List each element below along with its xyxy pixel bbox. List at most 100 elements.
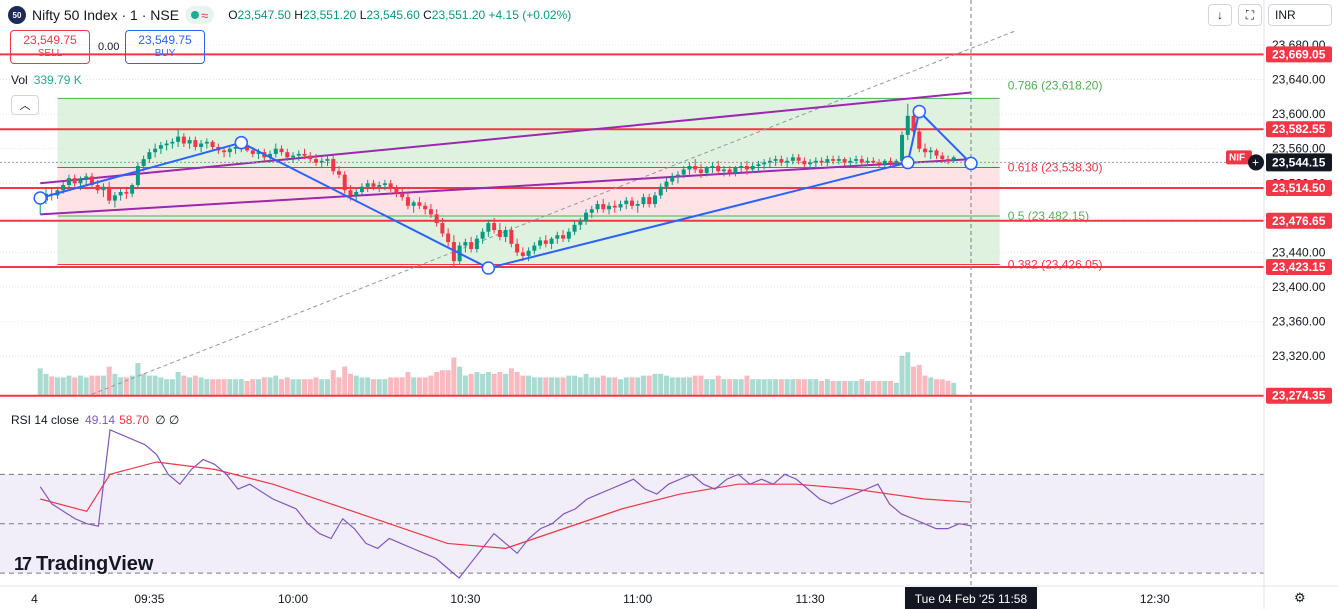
candle-body: [877, 162, 882, 165]
channel-line: [40, 91, 972, 185]
candle-body: [199, 143, 204, 147]
volume-bar: [370, 379, 376, 396]
current-price-tag: [1266, 153, 1332, 172]
level-tag: [1266, 180, 1332, 197]
time-tick-label: 11:00: [623, 592, 652, 606]
candle-body: [314, 159, 318, 163]
volume-bar: [842, 381, 848, 396]
candle-body: [227, 148, 232, 153]
buy-button[interactable]: 23,549.75 BUY: [125, 30, 205, 64]
volume-bar: [37, 368, 43, 396]
price-tick-label: 23,600.00: [1272, 107, 1326, 121]
volume-bar: [152, 375, 158, 396]
candle-body: [549, 238, 554, 244]
candle-body: [273, 148, 278, 154]
level-tag: [1266, 259, 1332, 276]
index-logo: 50: [8, 6, 26, 24]
download-arrow-icon[interactable]: ↓: [1208, 4, 1232, 26]
wave-icon: ≈: [201, 7, 209, 23]
candle-body: [946, 159, 950, 161]
pattern-point: [901, 155, 915, 170]
candle-body: [492, 223, 497, 230]
candle-body: [859, 159, 864, 163]
candle-body: [658, 186, 663, 196]
candle-body: [336, 171, 341, 175]
volume-bar: [824, 379, 830, 396]
candle-body: [767, 160, 772, 163]
candle-body: [463, 242, 468, 246]
volume-bar: [66, 375, 72, 396]
crosshair-time-tag: [904, 587, 1037, 609]
candle-body: [428, 209, 433, 215]
candle-body: [268, 153, 273, 158]
volume-bar: [847, 381, 853, 396]
level-tag-label: 23,274.35: [1272, 389, 1326, 403]
volume-bar: [72, 377, 78, 396]
volume-bar: [646, 375, 652, 396]
volume-bar: [503, 373, 509, 396]
candle-body: [796, 157, 801, 161]
collapse-chevron-up-icon[interactable]: ︿: [11, 95, 39, 115]
volume-bar: [549, 377, 555, 396]
volume-bar: [256, 379, 262, 396]
volume-bar: [870, 381, 876, 396]
candle-body: [928, 150, 933, 153]
candle-body: [130, 185, 135, 194]
volume-bar: [359, 377, 365, 396]
volume-bar: [543, 377, 549, 396]
volume-bars: [37, 352, 957, 396]
volume-bar: [267, 377, 273, 396]
chart-settings-gear-icon[interactable]: ⚙: [1294, 590, 1306, 605]
volume-bar: [618, 379, 624, 396]
candle-body: [785, 160, 790, 163]
candle-body: [744, 166, 749, 170]
volume-bar: [531, 377, 537, 396]
candle-body: [135, 166, 140, 186]
volume-bar: [790, 379, 796, 396]
candle-body: [480, 231, 485, 239]
volume-bar: [554, 377, 560, 396]
volume-bar: [250, 379, 256, 396]
volume-bar: [922, 375, 928, 396]
candle-body: [101, 186, 106, 191]
candle-body: [325, 159, 330, 161]
candle-body: [750, 166, 755, 170]
price-tick-label: 23,640.00: [1272, 73, 1326, 87]
volume-bar: [893, 382, 899, 396]
volume-bar: [393, 377, 399, 396]
volume-bar: [865, 381, 871, 396]
volume-bar: [445, 370, 451, 396]
volume-bar: [526, 375, 532, 396]
candle-body: [595, 204, 600, 210]
price-tick-label: 23,400.00: [1272, 280, 1326, 294]
volume-bar: [106, 366, 112, 396]
volume-bar: [60, 377, 66, 396]
candle-body: [716, 166, 721, 172]
volume-bar: [215, 379, 221, 396]
market-status[interactable]: ≈: [185, 6, 215, 24]
candle-body: [411, 202, 416, 206]
candle-body: [951, 157, 956, 161]
sell-button[interactable]: 23,549.75 SELL: [10, 30, 90, 64]
volume-bar: [750, 379, 756, 396]
volume-bar: [911, 366, 917, 396]
candle-body: [474, 238, 479, 250]
candle-body: [825, 159, 830, 163]
candle-body: [348, 190, 353, 196]
volume-bar: [347, 373, 353, 396]
volume-bar: [876, 381, 882, 396]
volume-bar: [307, 379, 313, 396]
currency-selector[interactable]: INR: [1268, 4, 1332, 26]
candle-body: [222, 150, 227, 153]
pattern-point: [481, 261, 496, 275]
symbol-title[interactable]: Nifty 50 Index · 1 · NSE: [32, 7, 180, 23]
volume-bar: [434, 372, 440, 396]
candle-body: [509, 229, 514, 244]
volume-bar: [796, 379, 802, 396]
time-axis: 4 09:35 10:00 10:30 11:00 11:30 12:30 Tue 04 Fe…: [0, 585, 1338, 609]
volume-bar: [480, 373, 486, 396]
fullscreen-icon[interactable]: ⛶: [1238, 4, 1262, 26]
volume-bar: [89, 375, 95, 396]
candle-body: [520, 252, 525, 256]
